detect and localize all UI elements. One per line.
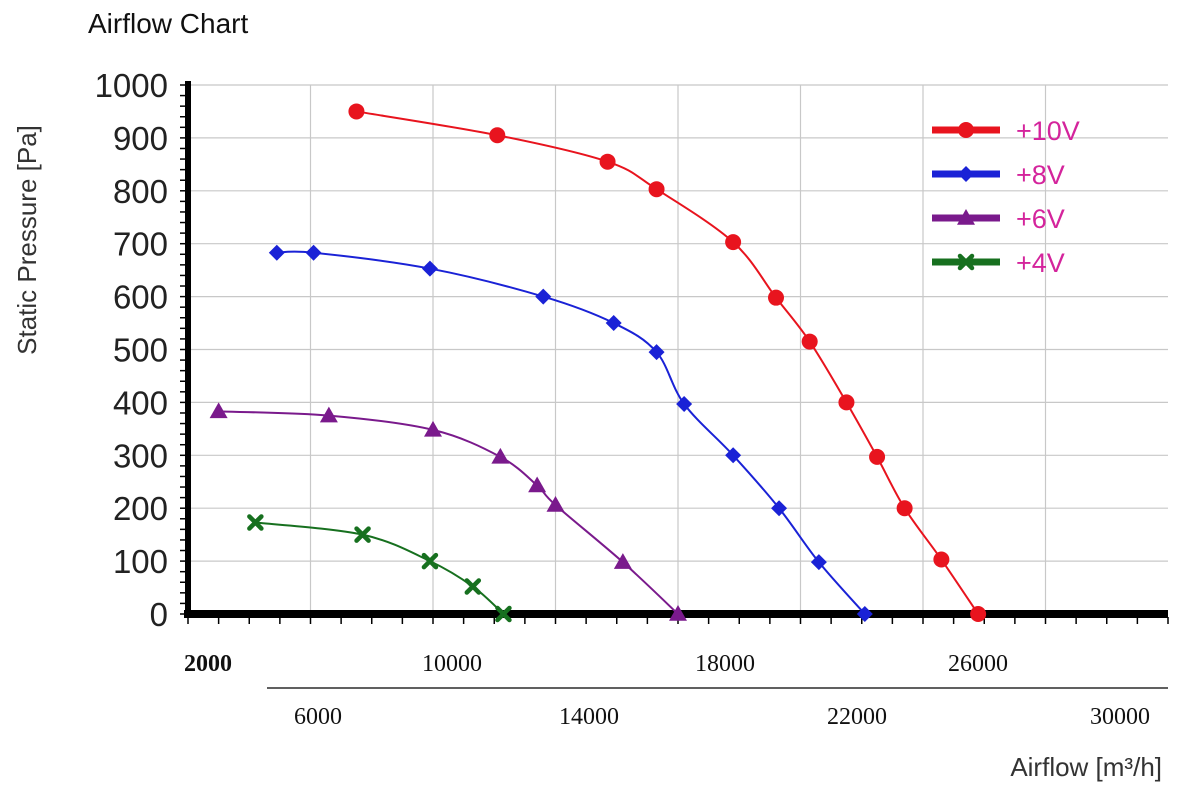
y-tick-label: 0 (150, 596, 168, 633)
data-point (421, 260, 438, 277)
data-point (648, 181, 665, 198)
x-tick-label-upper: 2000 (184, 651, 232, 677)
series-line (218, 410, 679, 615)
x-tick-label-lower: 14000 (559, 704, 619, 730)
data-point (354, 526, 371, 543)
data-point (856, 606, 873, 622)
legend-item: +8V (932, 160, 1065, 190)
legend-label: +6V (1016, 204, 1065, 234)
data-point (801, 333, 818, 350)
data-point (546, 496, 565, 512)
series-line (276, 250, 866, 615)
data-point (348, 103, 365, 120)
legend-marker (957, 209, 975, 225)
legend-marker (958, 122, 974, 138)
data-point (676, 395, 693, 412)
y-tick-label: 800 (113, 173, 168, 210)
series-plus-4v (247, 514, 512, 623)
data-point (209, 402, 228, 419)
data-point (495, 605, 512, 623)
legend-marker (957, 253, 975, 271)
series-plus-6v (209, 402, 687, 621)
data-point (933, 551, 950, 568)
data-point (771, 500, 788, 517)
series-line (356, 110, 979, 615)
data-point (268, 244, 285, 261)
data-point (869, 448, 886, 465)
series-line (255, 521, 505, 615)
y-tick-label: 400 (113, 384, 168, 421)
x-tick-label-upper: 10000 (422, 651, 482, 677)
y-tick-label: 700 (113, 226, 168, 263)
data-point (648, 344, 665, 361)
y-tick-label: 1000 (95, 67, 168, 104)
data-point (896, 500, 913, 517)
data-point (489, 127, 506, 144)
data-point (305, 244, 322, 261)
legend-item: +10V (932, 116, 1080, 146)
y-tick-label: 600 (113, 279, 168, 316)
legend-item: +4V (932, 248, 1065, 278)
data-point (491, 447, 510, 464)
x-tick-label-upper: 18000 (695, 651, 755, 677)
data-point (535, 288, 552, 305)
legend: +10V +8V +6V +4V (932, 116, 1080, 278)
data-point (810, 554, 827, 571)
data-point (725, 234, 742, 251)
data-point (424, 420, 442, 437)
grid (188, 84, 1168, 614)
y-tick-label: 100 (113, 543, 168, 580)
legend-marker (958, 166, 974, 182)
data-point (464, 578, 482, 595)
series-plus-10v (348, 103, 987, 622)
data-point (528, 476, 547, 493)
legend-label: +4V (1016, 248, 1065, 278)
y-axis-label: Static Pressure [Pa] (12, 125, 42, 355)
y-tick-label: 500 (113, 332, 168, 369)
data-point (838, 394, 855, 411)
y-tick-label: 200 (113, 490, 168, 527)
data-point (970, 606, 987, 622)
data-point (669, 605, 687, 621)
data-point (605, 315, 622, 332)
chart-title: Airflow Chart (88, 8, 249, 39)
legend-label: +10V (1016, 116, 1080, 146)
x-tick-label-lower: 6000 (294, 704, 342, 730)
x-tick-label-upper: 26000 (948, 651, 1008, 677)
data-point (725, 447, 742, 464)
x-tick-label-lower: 22000 (827, 704, 887, 730)
data-point (613, 553, 632, 569)
data-point (319, 406, 338, 423)
x-axis-label: Airflow [m³/h] (1010, 752, 1162, 782)
data-point (421, 552, 439, 570)
legend-label: +8V (1016, 160, 1065, 190)
x-tick-label-lower: 30000 (1090, 704, 1150, 730)
data-point (768, 289, 784, 306)
y-tick-label: 900 (113, 120, 168, 157)
y-tick-label: 300 (113, 437, 168, 474)
data-point (599, 153, 616, 170)
axis-labels: Static Pressure [Pa] Airflow [m³/h] (12, 125, 1162, 782)
series-layer (209, 103, 987, 623)
data-point (247, 514, 264, 531)
legend-item: +6V (932, 204, 1065, 234)
series-plus-8v (268, 244, 873, 622)
